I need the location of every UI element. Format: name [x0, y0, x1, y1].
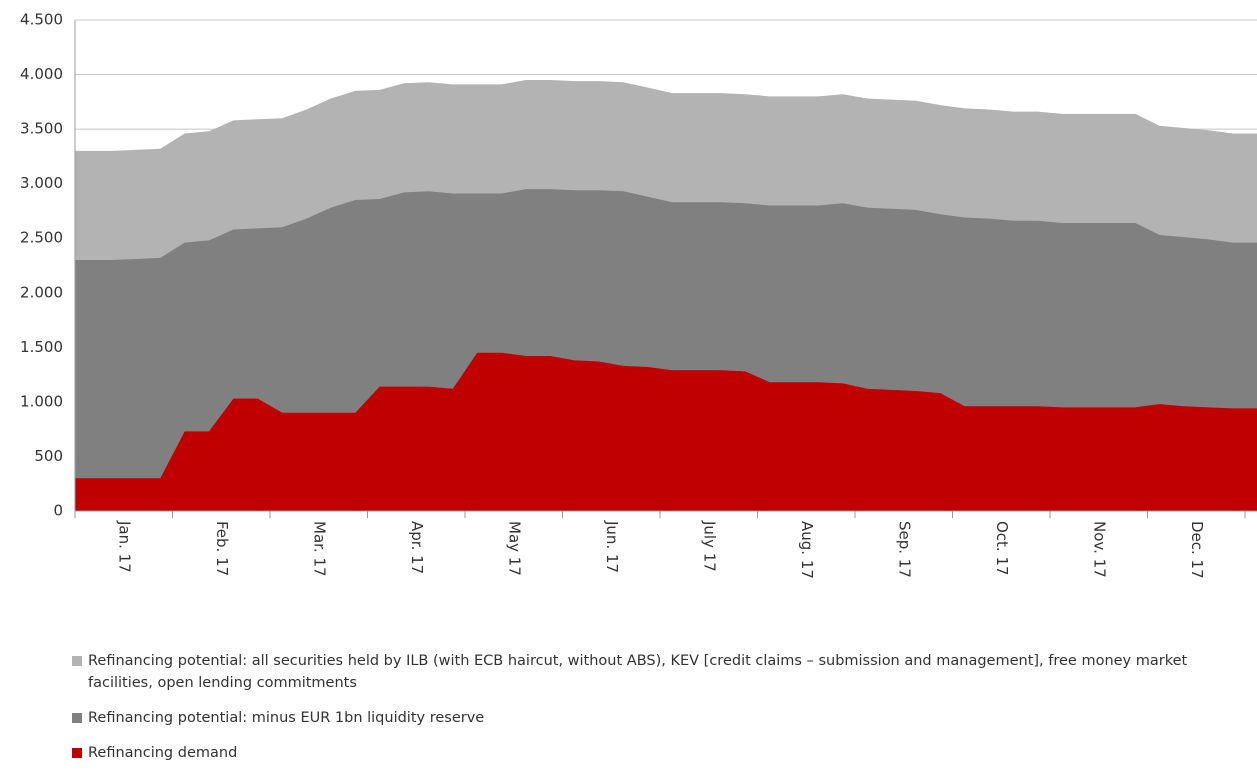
y-tick-label: 4.000: [20, 65, 63, 83]
x-tick-label: Apr. 17: [408, 521, 426, 574]
x-tick-label: Aug. 17: [798, 521, 816, 579]
x-tick-label: May 17: [505, 521, 523, 576]
chart: 0 500 1.000 1.500 2.000 2.500 3.000 3.500 4.000 4…: [20, 11, 1257, 579]
legend-swatch: [72, 748, 82, 758]
legend-label: Refinancing demand: [88, 745, 238, 761]
y-tick-label: 0: [53, 502, 63, 520]
y-tick-label: 2.000: [20, 283, 63, 301]
area: [75, 352, 1257, 511]
y-tick-label: 3.000: [20, 174, 63, 192]
y-tick-label: 3.500: [20, 120, 63, 138]
x-tick-label: Mar. 17: [310, 521, 328, 577]
x-tick-label: Dec. 17: [1188, 521, 1206, 579]
y-tick-label: 4.500: [20, 11, 63, 29]
legend-label: Refinancing potential: minus EUR 1bn liq…: [88, 710, 485, 726]
legend: Refinancing potential: all securities he…: [72, 650, 1222, 777]
legend-item: Refinancing demand: [72, 742, 1222, 764]
y-tick-label: 1.000: [20, 392, 63, 410]
legend-item: Refinancing potential: minus EUR 1bn liq…: [72, 707, 1222, 729]
y-tick-label: 500: [34, 447, 63, 465]
legend-swatch: [72, 656, 82, 666]
y-tick-label: 2.500: [20, 229, 63, 247]
x-tick-label: Jan. 17: [115, 520, 133, 573]
legend-item: Refinancing potential: all securities he…: [72, 650, 1222, 694]
legend-label: Refinancing potential: all securities he…: [88, 653, 1188, 691]
legend-swatch: [72, 713, 82, 723]
x-tick-label: Nov. 17: [1090, 521, 1108, 578]
y-tick-label: 1.500: [20, 338, 63, 356]
x-tick-label: Jun. 17: [603, 520, 621, 573]
x-tick-label: July 17: [700, 520, 718, 572]
x-tick-label: Feb. 17: [213, 521, 231, 576]
x-tick-label: Sep. 17: [895, 521, 913, 578]
x-tick-label: Oct. 17: [993, 521, 1011, 576]
